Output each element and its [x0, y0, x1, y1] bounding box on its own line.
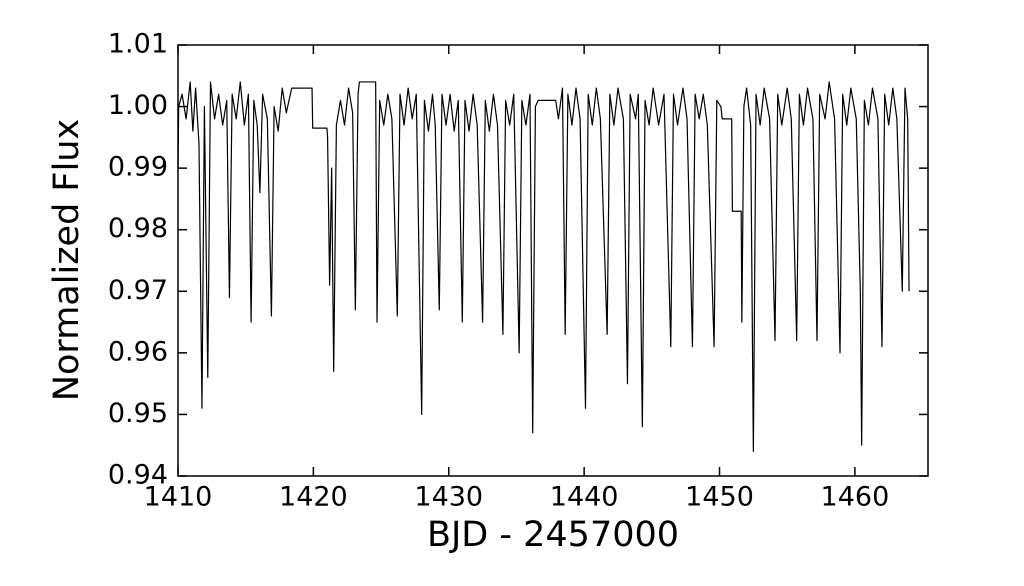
- plot-frame: [177, 44, 929, 477]
- y-tick-label: 0.97: [108, 275, 168, 306]
- x-tick-label: 1460: [821, 482, 890, 513]
- x-axis-title: BJD - 2457000: [427, 515, 679, 555]
- x-tick-label: 1450: [685, 482, 754, 513]
- x-tick-label: 1410: [144, 482, 213, 513]
- y-tick-label: 0.99: [108, 152, 168, 183]
- x-tick-label: 1420: [279, 482, 348, 513]
- x-tick-label: 1440: [550, 482, 619, 513]
- y-tick-label: 0.98: [108, 213, 168, 244]
- y-tick-label: 0.94: [108, 460, 168, 491]
- y-axis-title: Normalized Flux: [47, 119, 87, 401]
- y-tick-label: 0.95: [108, 398, 168, 429]
- x-tick-label: 1430: [414, 482, 483, 513]
- y-tick-label: 1.00: [108, 90, 168, 121]
- y-tick-label: 1.01: [108, 29, 168, 60]
- y-tick-label: 0.96: [108, 336, 168, 367]
- flux-line: [177, 81, 910, 452]
